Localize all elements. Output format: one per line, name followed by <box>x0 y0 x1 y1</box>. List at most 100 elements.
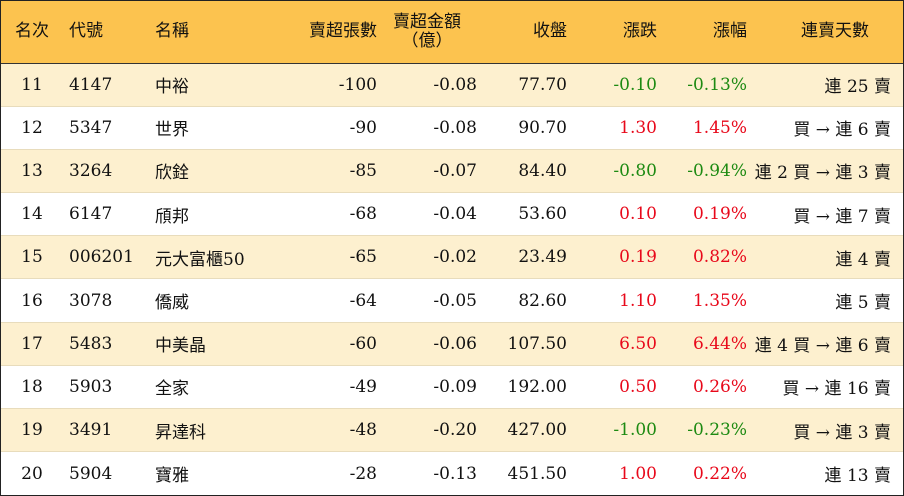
cell-close: 107.50 <box>507 333 567 354</box>
cell-change-pct: -0.94% <box>687 160 747 181</box>
cell-close: 90.70 <box>518 117 567 138</box>
cell-change: 1.00 <box>619 463 657 484</box>
cell-net-sell-amount: -0.04 <box>433 204 477 225</box>
cell-net-sell-amount: -0.09 <box>433 376 477 397</box>
cell-streak: 連 25 賣 <box>824 77 891 98</box>
cell-change: -0.80 <box>613 160 657 181</box>
header-rank: 名次 <box>15 21 49 42</box>
cell-name: 頎邦 <box>155 206 189 227</box>
cell-net-sell-amount: -0.07 <box>433 160 477 181</box>
cell-rank: 11 <box>21 74 43 95</box>
cell-streak: 連 4 買 → 連 6 賣 <box>754 336 891 357</box>
table-row: 18 5903 全家 -49 -0.09 192.00 0.50 0.26% 買 → 連 16 … <box>1 365 903 409</box>
cell-close: 84.40 <box>518 160 567 181</box>
cell-rank: 16 <box>21 290 43 311</box>
cell-change: -0.10 <box>613 74 657 95</box>
cell-rank: 19 <box>21 420 43 441</box>
cell-change: 0.10 <box>619 204 657 225</box>
cell-net-sell-amount: -0.02 <box>433 247 477 268</box>
header-streak: 連賣天數 <box>801 21 869 42</box>
cell-rank: 12 <box>21 117 43 138</box>
cell-name: 寶雅 <box>155 466 189 487</box>
cell-net-sell-lots: -65 <box>349 247 377 268</box>
cell-change-pct: 6.44% <box>692 333 747 354</box>
cell-close: 23.49 <box>518 247 567 268</box>
cell-name: 元大富櫃50 <box>155 249 245 270</box>
cell-change-pct: -0.23% <box>687 420 747 441</box>
cell-rank: 13 <box>21 160 43 181</box>
cell-change-pct: 0.22% <box>692 463 747 484</box>
table-header: 名次 代號 名稱 賣超張數 賣超金額 （億） 收盤 漲跌 漲幅 連賣天數 <box>1 1 903 63</box>
cell-code: 5904 <box>69 463 113 484</box>
cell-change-pct: 1.35% <box>692 290 747 311</box>
cell-streak: 買 → 連 16 賣 <box>782 379 892 400</box>
cell-net-sell-lots: -100 <box>338 74 377 95</box>
cell-change-pct: 0.26% <box>692 376 747 397</box>
cell-streak: 買 → 連 6 賣 <box>793 120 891 141</box>
cell-net-sell-amount: -0.08 <box>433 117 477 138</box>
cell-change: 0.19 <box>619 247 657 268</box>
cell-net-sell-lots: -68 <box>349 204 377 225</box>
cell-code: 5347 <box>69 117 113 138</box>
table-row: 12 5347 世界 -90 -0.08 90.70 1.30 1.45% 買 → 連 6 賣 <box>1 106 903 150</box>
cell-close: 192.00 <box>507 376 567 397</box>
cell-name: 欣銓 <box>155 163 189 184</box>
cell-code: 3491 <box>69 420 113 441</box>
cell-change: 1.10 <box>619 290 657 311</box>
cell-net-sell-lots: -85 <box>349 160 377 181</box>
cell-net-sell-lots: -64 <box>349 290 377 311</box>
table-row: 19 3491 昇達科 -48 -0.20 427.00 -1.00 -0.23% 買 → 連 … <box>1 408 903 452</box>
cell-rank: 20 <box>21 463 43 484</box>
cell-change-pct: -0.13% <box>687 74 747 95</box>
cell-name: 全家 <box>155 379 189 400</box>
cell-net-sell-amount: -0.13 <box>433 463 477 484</box>
header-close: 收盤 <box>533 21 567 42</box>
cell-code: 006201 <box>69 247 134 268</box>
table-row: 14 6147 頎邦 -68 -0.04 53.60 0.10 0.19% 買 → 連 7 賣 <box>1 192 903 236</box>
header-net-sell-amount: 賣超金額 （億） <box>377 1 477 63</box>
cell-net-sell-amount: -0.08 <box>433 74 477 95</box>
cell-rank: 18 <box>21 376 43 397</box>
cell-code: 5903 <box>69 376 113 397</box>
cell-net-sell-lots: -60 <box>349 333 377 354</box>
cell-code: 3078 <box>69 290 113 311</box>
cell-net-sell-lots: -48 <box>349 420 377 441</box>
cell-rank: 15 <box>21 247 43 268</box>
header-row: 名次 代號 名稱 賣超張數 賣超金額 （億） 收盤 漲跌 漲幅 連賣天數 <box>1 1 903 63</box>
cell-change: 1.30 <box>619 117 657 138</box>
cell-close: 77.70 <box>518 74 567 95</box>
table-row: 20 5904 寶雅 -28 -0.13 451.50 1.00 0.22% 連 13 賣 <box>1 451 903 495</box>
cell-net-sell-lots: -49 <box>349 376 377 397</box>
cell-net-sell-amount: -0.05 <box>433 290 477 311</box>
header-net-sell-amount-line1: 賣超金額 <box>393 11 461 32</box>
cell-change: 0.50 <box>619 376 657 397</box>
header-name: 名稱 <box>155 21 189 42</box>
cell-net-sell-amount: -0.06 <box>433 333 477 354</box>
table-row: 16 3078 僑威 -64 -0.05 82.60 1.10 1.35% 連 5 賣 <box>1 278 903 323</box>
cell-name: 僑威 <box>155 293 189 314</box>
cell-net-sell-amount: -0.20 <box>433 420 477 441</box>
table-row: 11 4147 中裕 -100 -0.08 77.70 -0.10 -0.13% 連 25 賣 <box>1 63 903 107</box>
cell-code: 5483 <box>69 333 113 354</box>
header-code: 代號 <box>69 21 103 42</box>
header-change-pct: 漲幅 <box>713 21 747 42</box>
cell-code: 3264 <box>69 160 113 181</box>
cell-code: 6147 <box>69 204 113 225</box>
cell-streak: 連 13 賣 <box>824 466 891 487</box>
cell-change: 6.50 <box>619 333 657 354</box>
header-net-sell-amount-line2: （億） <box>401 30 453 51</box>
cell-change-pct: 0.19% <box>692 204 747 225</box>
cell-rank: 14 <box>21 204 43 225</box>
cell-streak: 買 → 連 3 賣 <box>793 422 891 443</box>
cell-streak: 連 4 賣 <box>835 249 891 270</box>
cell-name: 世界 <box>155 120 189 141</box>
cell-streak: 買 → 連 7 賣 <box>793 206 891 227</box>
cell-close: 451.50 <box>507 463 567 484</box>
table-row: 13 3264 欣銓 -85 -0.07 84.40 -0.80 -0.94% 連 2 買 → … <box>1 149 903 193</box>
cell-streak: 連 5 賣 <box>835 293 891 314</box>
cell-close: 82.60 <box>518 290 567 311</box>
cell-net-sell-lots: -28 <box>349 463 377 484</box>
cell-name: 中美晶 <box>155 336 206 357</box>
